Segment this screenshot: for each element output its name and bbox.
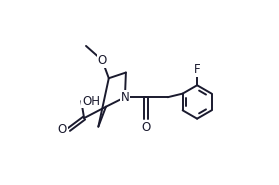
Text: O: O bbox=[98, 54, 107, 67]
Text: O: O bbox=[57, 123, 67, 136]
Text: F: F bbox=[194, 63, 200, 76]
Text: OH: OH bbox=[82, 95, 100, 107]
Text: O: O bbox=[141, 121, 150, 134]
Text: N: N bbox=[121, 91, 129, 104]
